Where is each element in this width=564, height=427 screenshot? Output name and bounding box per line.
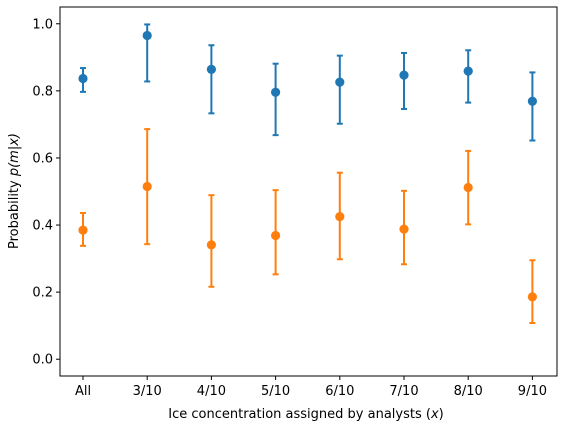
x-tick-label: All (75, 384, 91, 399)
y-tick-label: 0.0 (32, 353, 53, 368)
data-point (78, 225, 88, 235)
data-point (271, 87, 281, 97)
data-point (463, 182, 473, 193)
x-tick-label: 5/10 (261, 384, 290, 399)
data-point (399, 224, 409, 234)
x-tick-label: 8/10 (454, 384, 483, 399)
data-point (335, 212, 345, 222)
y-tick-label: 0.6 (32, 151, 53, 166)
data-point (206, 240, 216, 250)
x-tick-label: 7/10 (389, 384, 418, 399)
data-point (463, 66, 473, 76)
y-axis: 0.0 0.2 0.4 0.6 0.8 1.0 (32, 17, 60, 368)
x-axis: All 3/10 4/10 5/10 6/10 7/10 8/10 9/10 (75, 376, 547, 399)
series-2 (78, 128, 538, 324)
series-1 (78, 23, 538, 142)
y-tick-label: 0.4 (32, 219, 53, 234)
data-point (78, 73, 88, 84)
data-point (527, 292, 538, 302)
data-point (206, 64, 216, 74)
data-point (271, 230, 281, 241)
x-tick-label: 6/10 (325, 384, 354, 399)
x-axis-label: Ice concentration assigned by analysts (… (168, 407, 443, 422)
y-tick-label: 0.2 (32, 286, 53, 301)
x-tick-label: 9/10 (518, 384, 547, 399)
data-point (399, 70, 409, 80)
data-point (335, 77, 345, 87)
y-axis-label: Probability p(m|x) (7, 133, 22, 249)
data-point (527, 96, 538, 106)
y-tick-label: 1.0 (32, 17, 53, 32)
plot-frame (59, 6, 558, 377)
x-tick-label: 3/10 (133, 384, 162, 399)
data-point (142, 30, 152, 41)
series-layer (78, 23, 538, 324)
data-point (142, 181, 152, 192)
x-tick-label: 4/10 (197, 384, 226, 399)
y-tick-label: 0.8 (32, 84, 53, 99)
